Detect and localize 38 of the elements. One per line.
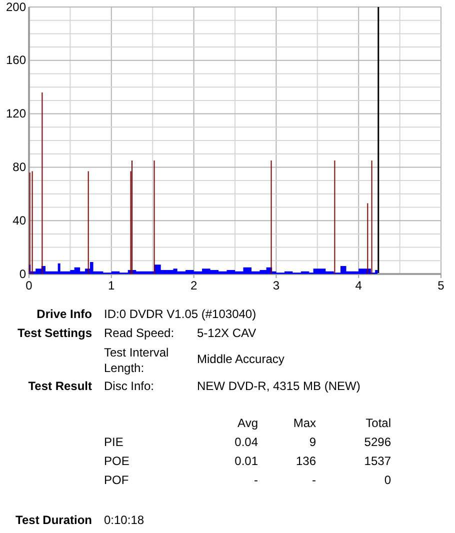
y-tick-label: 40 [12,213,26,228]
text: Test Duration [16,513,92,528]
text: 0.04 [234,435,258,450]
y-tick-label: 160 [6,53,26,68]
x-tick-label: 1 [108,278,116,293]
text: 5296 [364,435,392,450]
y-tick-label: 200 [6,0,26,14]
text: Test Result [28,379,92,394]
text: POE [104,454,130,468]
text: - [312,473,316,488]
text: Read Speed: [104,326,174,340]
y-tick-label: 0 [19,266,26,281]
text: Drive Info [36,307,92,322]
x-tick-label: 2 [190,278,198,293]
text: Test Interval Length: [104,346,169,376]
x-tick-label: 3 [272,278,280,293]
text: ID:0 DVDR V1.05 (#103040) [104,307,256,322]
text: Test Settings [18,326,92,340]
y-tick-label: 120 [6,106,26,121]
text: POF [104,473,129,488]
text: 0.01 [234,454,258,468]
text: PIE [104,435,124,450]
y-tick-label: 80 [12,160,26,174]
text: 0 [384,473,392,488]
text: 5-12X CAV [197,326,256,340]
x-tick-label: 4 [355,278,362,293]
text: Disc Info: [104,379,154,394]
text: Avg [238,416,258,430]
text: NEW DVD-R, 4315 MB (NEW) [197,379,360,394]
x-tick-label: 5 [438,278,445,293]
text: 9 [309,435,316,450]
text: 136 [296,454,316,468]
text: Total [366,416,391,430]
text: Middle Accuracy [197,352,284,366]
text: Max [293,416,316,430]
text: 1537 [364,454,392,468]
text: - [254,473,258,488]
text: 0:10:18 [104,513,144,528]
